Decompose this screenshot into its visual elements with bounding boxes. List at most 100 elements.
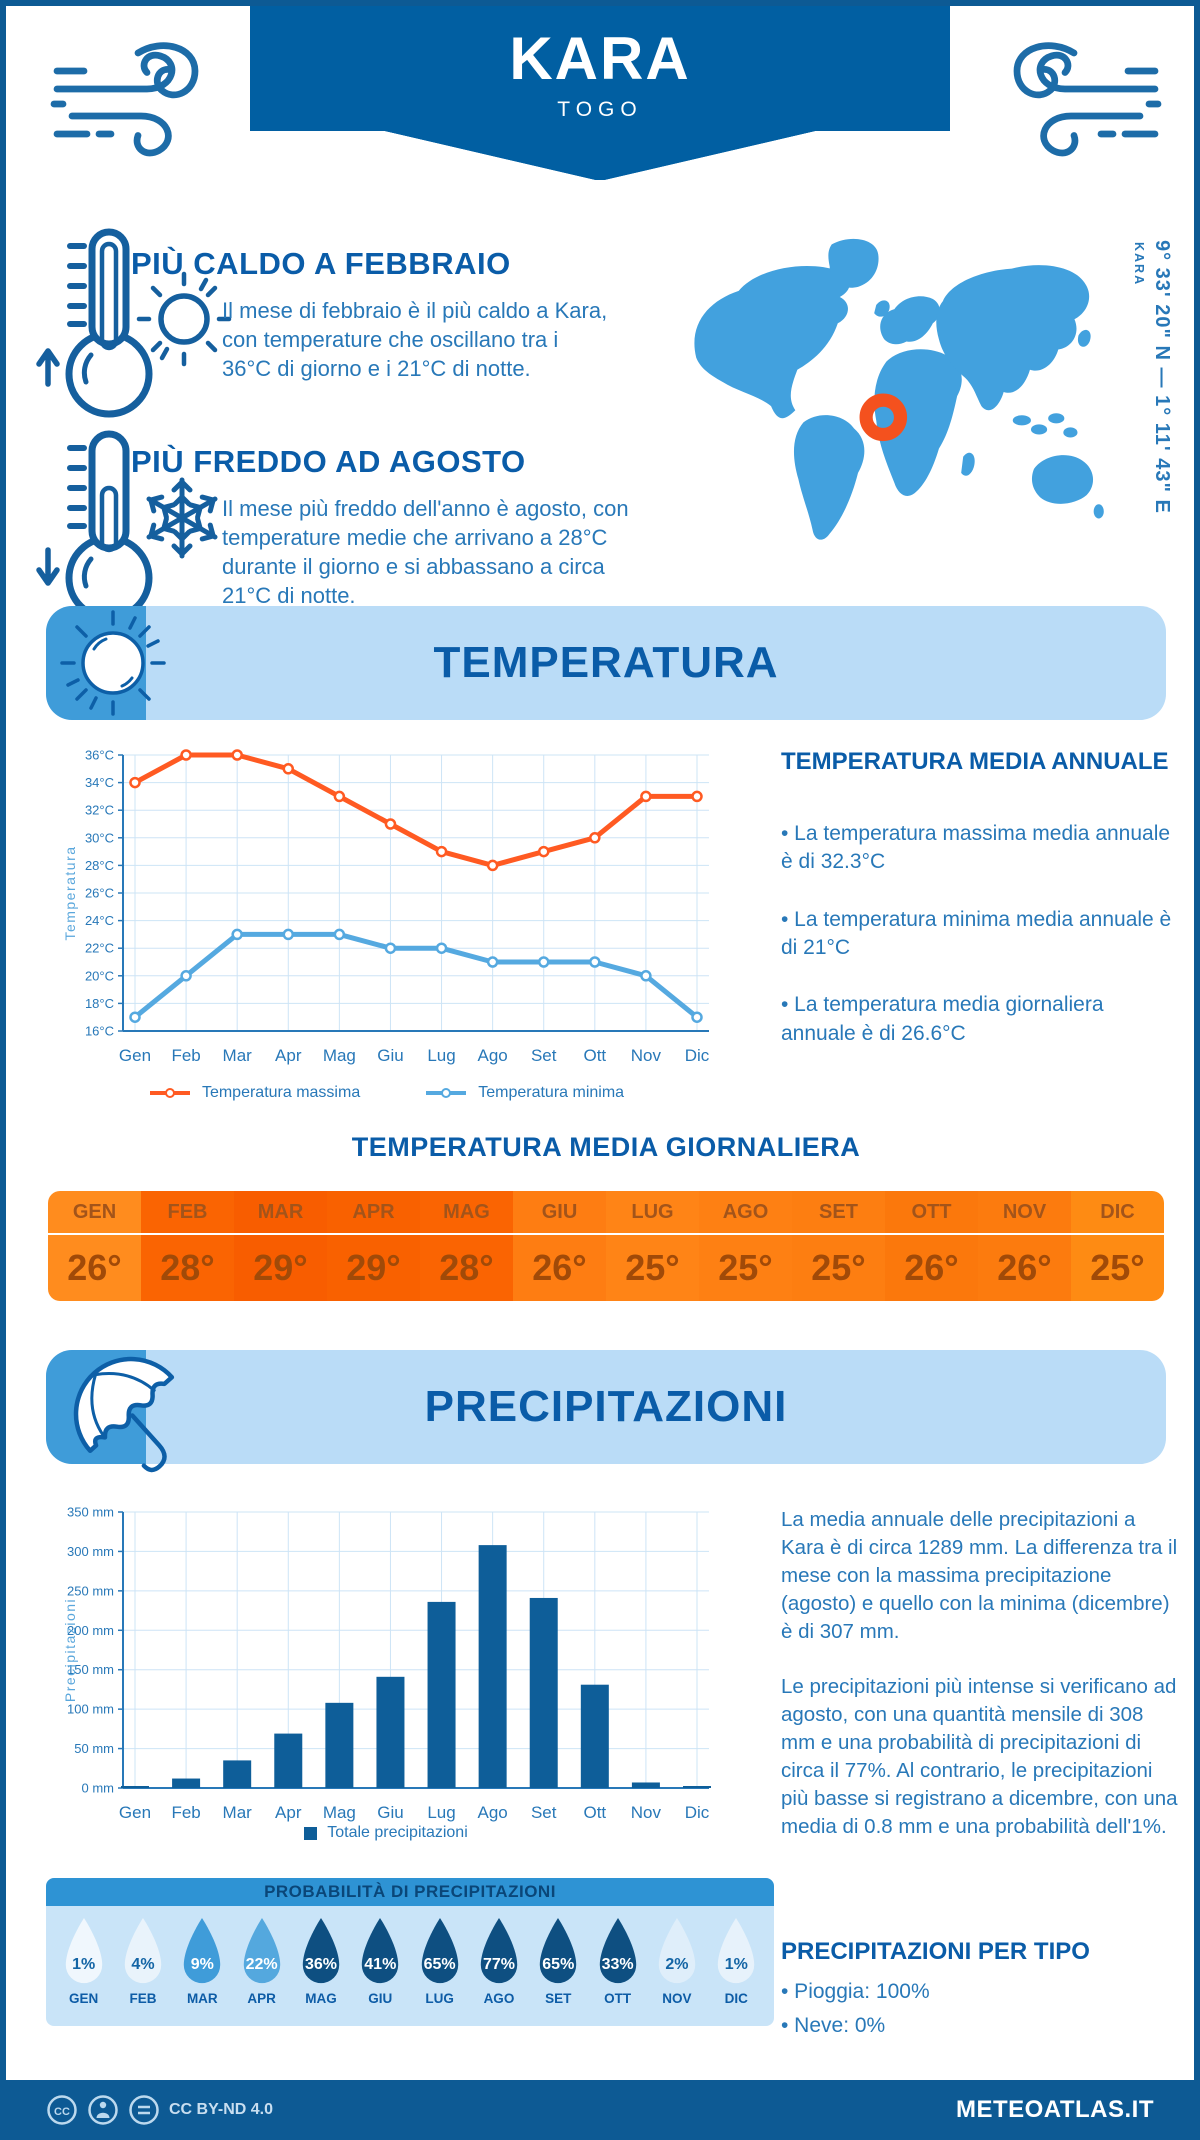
svg-text:200 mm: 200 mm [67, 1623, 114, 1638]
daily-temp-cell: SET 25° [792, 1191, 885, 1301]
svg-text:Ott: Ott [583, 1046, 606, 1065]
snow-bullet: • Neve: 0% [781, 2014, 886, 2038]
svg-text:Mag: Mag [323, 1046, 356, 1065]
raindrop-icon [718, 1917, 755, 1984]
daily-temp-value: 25° [625, 1247, 680, 1288]
daily-temp-value: 25° [1090, 1247, 1145, 1288]
temperature-section-title: TEMPERATURA [433, 638, 779, 687]
license-label: CC BY-ND 4.0 [169, 2101, 274, 2118]
probability-month: SET [545, 1991, 572, 2006]
daily-temp-value: 29° [253, 1247, 308, 1288]
probability-value: 1% [724, 1956, 748, 1973]
precipitation-probability-drops: 1% GEN 4% FEB 9% MAR [46, 1906, 774, 2026]
svg-text:Ott: Ott [583, 1803, 606, 1822]
raindrop-icon [65, 1917, 102, 1984]
svg-text:Lug: Lug [427, 1046, 455, 1065]
svg-text:24°C: 24°C [85, 913, 114, 928]
daily-temp-cell: AGO 25° [699, 1191, 792, 1301]
probability-month: LUG [425, 1991, 454, 2006]
svg-text:26°C: 26°C [85, 886, 114, 901]
page-subtitle: TOGO [557, 98, 643, 121]
probability-item: 1% DIC [708, 1916, 764, 2026]
svg-text:Nov: Nov [631, 1046, 662, 1065]
hot-month-title: PIÙ CALDO A FEBBRAIO [131, 246, 511, 281]
daily-temp-cell: GIU 26° [513, 1191, 606, 1301]
raindrop-icon [124, 1917, 162, 1984]
daily-temp-value: 26° [997, 1247, 1052, 1288]
annual-temperature-block: TEMPERATURA MEDIA ANNUALE • La temperatu… [781, 748, 1181, 1077]
daily-temp-month: AGO [699, 1191, 792, 1235]
daily-temp-month: DIC [1071, 1191, 1164, 1235]
probability-item: 9% MAR [174, 1916, 230, 2026]
precipitation-text-block: La media annuale delle precipitazioni a … [781, 1506, 1183, 1841]
probability-value: 65% [423, 1956, 456, 1973]
svg-text:20°C: 20°C [85, 968, 114, 983]
svg-text:150 mm: 150 mm [67, 1662, 114, 1677]
daily-temp-month: NOV [978, 1191, 1071, 1235]
probability-item: 22% APR [234, 1916, 290, 2026]
legend-item: Totale precipitazioni [304, 1824, 468, 1842]
daily-temp-month: SET [792, 1191, 885, 1235]
svg-text:28°C: 28°C [85, 858, 114, 873]
svg-text:Precipitazioni: Precipitazioni [62, 1598, 78, 1702]
svg-text:Ago: Ago [478, 1046, 508, 1065]
svg-text:Apr: Apr [275, 1046, 302, 1065]
svg-text:Nov: Nov [631, 1803, 662, 1822]
legend-line-swatch [149, 1088, 190, 1098]
probability-value: 33% [601, 1956, 634, 1973]
header-banner [250, 6, 950, 181]
daily-temp-value: 26° [67, 1247, 122, 1288]
cc-icon: CC [47, 2095, 77, 2125]
svg-text:250 mm: 250 mm [67, 1583, 114, 1598]
precipitation-probability: PROBABILITÀ DI PRECIPITAZIONI 1% GEN 4% … [46, 1878, 774, 2026]
wind-icon [1013, 42, 1162, 157]
daily-temp-cell: NOV 26° [978, 1191, 1071, 1301]
temperature-chart: 16°C 18°C 20°C 22°C 24°C 26°C 28°C 30°C 32°C 34°C… [61, 741, 729, 1084]
daily-temp-value: 28° [160, 1247, 215, 1288]
daily-temp-value: 26° [532, 1247, 587, 1288]
location-marker [859, 393, 908, 442]
svg-text:32°C: 32°C [85, 803, 114, 818]
license-block[interactable]: CC CC BY-ND 4.0 [46, 2094, 273, 2126]
legend-item: Temperatura minima [424, 1084, 624, 1102]
svg-text:100 mm: 100 mm [67, 1702, 114, 1717]
svg-text:Gen: Gen [119, 1046, 151, 1065]
precipitation-paragraph-1: La media annuale delle precipitazioni a … [781, 1508, 1178, 1643]
probability-month: NOV [662, 1991, 692, 2006]
raindrop-icon [421, 1917, 458, 1984]
probability-value: 1% [72, 1956, 96, 1973]
svg-text:36°C: 36°C [85, 748, 114, 763]
svg-text:Apr: Apr [275, 1803, 302, 1822]
probability-month: AGO [483, 1991, 515, 2006]
svg-text:0 mm: 0 mm [82, 1781, 115, 1796]
probability-value: 9% [190, 1956, 214, 1973]
probability-value: 65% [542, 1956, 575, 1973]
probability-month: MAR [186, 1991, 218, 2006]
header-banner-shape [250, 6, 950, 181]
daily-temp-cell: APR 29° [327, 1191, 420, 1301]
raindrop-icon [184, 1917, 221, 1984]
wind-icon [50, 42, 199, 157]
annual-temperature-title: TEMPERATURA MEDIA ANNUALE [781, 748, 1169, 775]
precipitation-probability-title: PROBABILITÀ DI PRECIPITAZIONI [46, 1878, 774, 1906]
map-coordinates-label: 9° 33' 20" N — 1° 11' 43" E [1151, 240, 1173, 514]
daily-temp-value: 25° [811, 1247, 866, 1288]
daily-temp-cell: OTT 26° [885, 1191, 978, 1301]
daily-temp-month: MAR [234, 1191, 327, 1235]
daily-temp-value: 25° [718, 1247, 773, 1288]
daily-temp-month: GEN [48, 1191, 141, 1235]
precipitation-chart-legend: Totale precipitazioni [96, 1824, 676, 1842]
probability-month: APR [247, 1991, 276, 2006]
legend-label: Temperatura minima [478, 1084, 625, 1101]
cc-nd-icon [129, 2095, 159, 2125]
probability-value: 4% [131, 1956, 155, 1973]
temperature-chart-legend: Temperatura massima Temperatura minima [96, 1084, 676, 1102]
brand-logo[interactable]: METEOATLAS.IT [955, 2096, 1154, 2123]
daily-temp-month: LUG [606, 1191, 699, 1235]
probability-item: 65% LUG [412, 1916, 468, 2026]
svg-text:Gen: Gen [119, 1803, 151, 1822]
precipitation-banner: PRECIPITAZIONI [46, 1350, 1166, 1473]
svg-text:300 mm: 300 mm [67, 1544, 114, 1559]
legend-label: Totale precipitazioni [327, 1824, 468, 1841]
raindrop-icon [540, 1917, 577, 1984]
